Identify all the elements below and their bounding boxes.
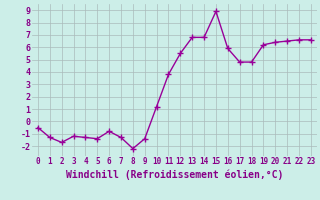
X-axis label: Windchill (Refroidissement éolien,°C): Windchill (Refroidissement éolien,°C) — [66, 169, 283, 180]
